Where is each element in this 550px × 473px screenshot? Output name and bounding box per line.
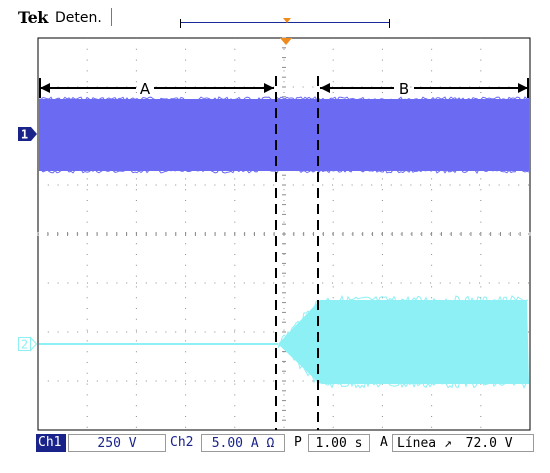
ch1-envelope-bottom-edge xyxy=(38,168,530,174)
ch1-label: Ch1 xyxy=(36,434,66,452)
ch2-envelope xyxy=(278,300,529,384)
trigger-level: 72.0 V xyxy=(465,436,513,451)
status-bar: Tek Deten. xyxy=(0,0,550,36)
ch1-marker-label: 1 xyxy=(21,128,28,142)
settings-readout-bar: Ch1 250 V Ch2 5.00 A Ω P 1.00 s A Línea … xyxy=(0,434,550,454)
acquisition-status: Deten. xyxy=(55,10,102,26)
trigger-slope-icon: ↗ xyxy=(443,436,452,451)
ch1-ground-marker: 1 xyxy=(18,127,37,142)
trigger-source: Línea xyxy=(397,436,437,451)
timebase-value[interactable]: 1.00 s xyxy=(308,434,370,452)
region-a-span: A xyxy=(39,78,274,98)
ch2-label: Ch2 xyxy=(170,435,194,450)
ch1-envelope xyxy=(39,99,529,171)
arrowhead-right-icon xyxy=(264,83,274,93)
trigger-label: A xyxy=(380,435,388,450)
arrowhead-left-icon xyxy=(40,83,50,93)
ch1-waveform xyxy=(38,96,530,174)
ch2-ground-marker: 2 xyxy=(18,336,38,352)
ch2-marker-label: 2 xyxy=(21,338,28,352)
ch1-scale[interactable]: 250 V xyxy=(68,434,166,452)
trigger-position-icon xyxy=(280,38,292,45)
brand-logo: Tek xyxy=(18,8,48,27)
ch2-envelope-bottom-edge xyxy=(277,344,529,389)
ch2-scale[interactable]: 5.00 A Ω xyxy=(201,434,285,452)
region-a-label: A xyxy=(140,80,151,98)
ch2-waveform xyxy=(39,294,529,389)
arrowhead-right-icon xyxy=(518,83,528,93)
record-position-marker-icon xyxy=(283,18,291,23)
arrowhead-left-icon xyxy=(320,83,330,93)
trigger-readout[interactable]: Línea ↗ 72.0 V xyxy=(392,434,534,452)
ch2-envelope-top-edge xyxy=(277,294,529,349)
ch1-marker-box xyxy=(18,127,31,141)
ch1-envelope-top-edge xyxy=(38,96,530,102)
timebase-label: P xyxy=(294,435,302,450)
region-b-span: B xyxy=(320,78,529,98)
status-divider xyxy=(111,8,112,26)
region-b-label: B xyxy=(399,80,409,98)
ch2-marker-pointer-icon xyxy=(30,336,38,352)
ch1-marker-pointer-icon xyxy=(31,127,37,141)
